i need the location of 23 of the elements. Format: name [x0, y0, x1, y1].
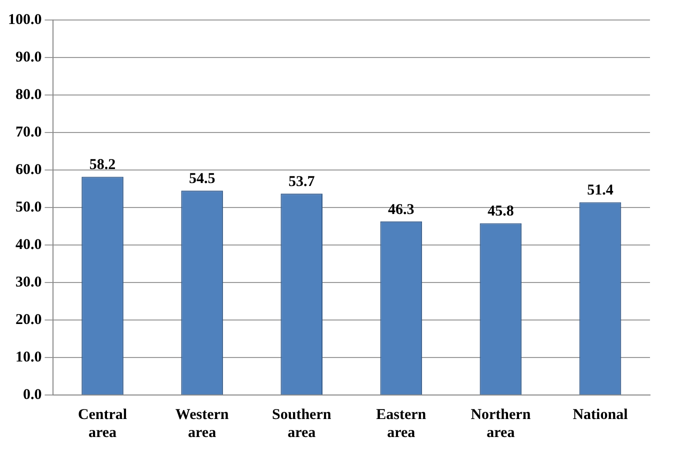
y-tick-label: 100.0 [8, 12, 42, 28]
data-label: 53.7 [288, 174, 316, 190]
y-tick-label: 20.0 [16, 312, 42, 328]
x-tick-label: Eastern area [376, 406, 427, 441]
data-label: 54.5 [188, 171, 216, 187]
y-tick-label: 90.0 [16, 49, 42, 66]
data-label: 51.4 [587, 182, 614, 199]
x-tick-label: National [572, 406, 628, 423]
y-tick-label: 50.0 [16, 199, 42, 216]
y-tick-label: 30.0 [16, 274, 42, 290]
x-tick-label: Northern area [470, 406, 532, 441]
y-tick-label: 70.0 [16, 124, 42, 140]
data-label: 45.8 [488, 204, 514, 220]
data-label: 46.3 [388, 202, 414, 218]
x-tick-label: Central area [78, 406, 128, 441]
y-tick-label: 80.0 [16, 86, 42, 103]
data-label: 58.2 [89, 157, 116, 174]
x-tick-label: Western area [175, 406, 230, 441]
y-tick-label: 10.0 [16, 349, 42, 366]
x-tick-label: Southern area [272, 406, 332, 441]
y-tick-label: 40.0 [16, 236, 42, 253]
y-tick-label: 0.0 [23, 386, 42, 403]
y-tick-label: 60.0 [16, 162, 42, 178]
